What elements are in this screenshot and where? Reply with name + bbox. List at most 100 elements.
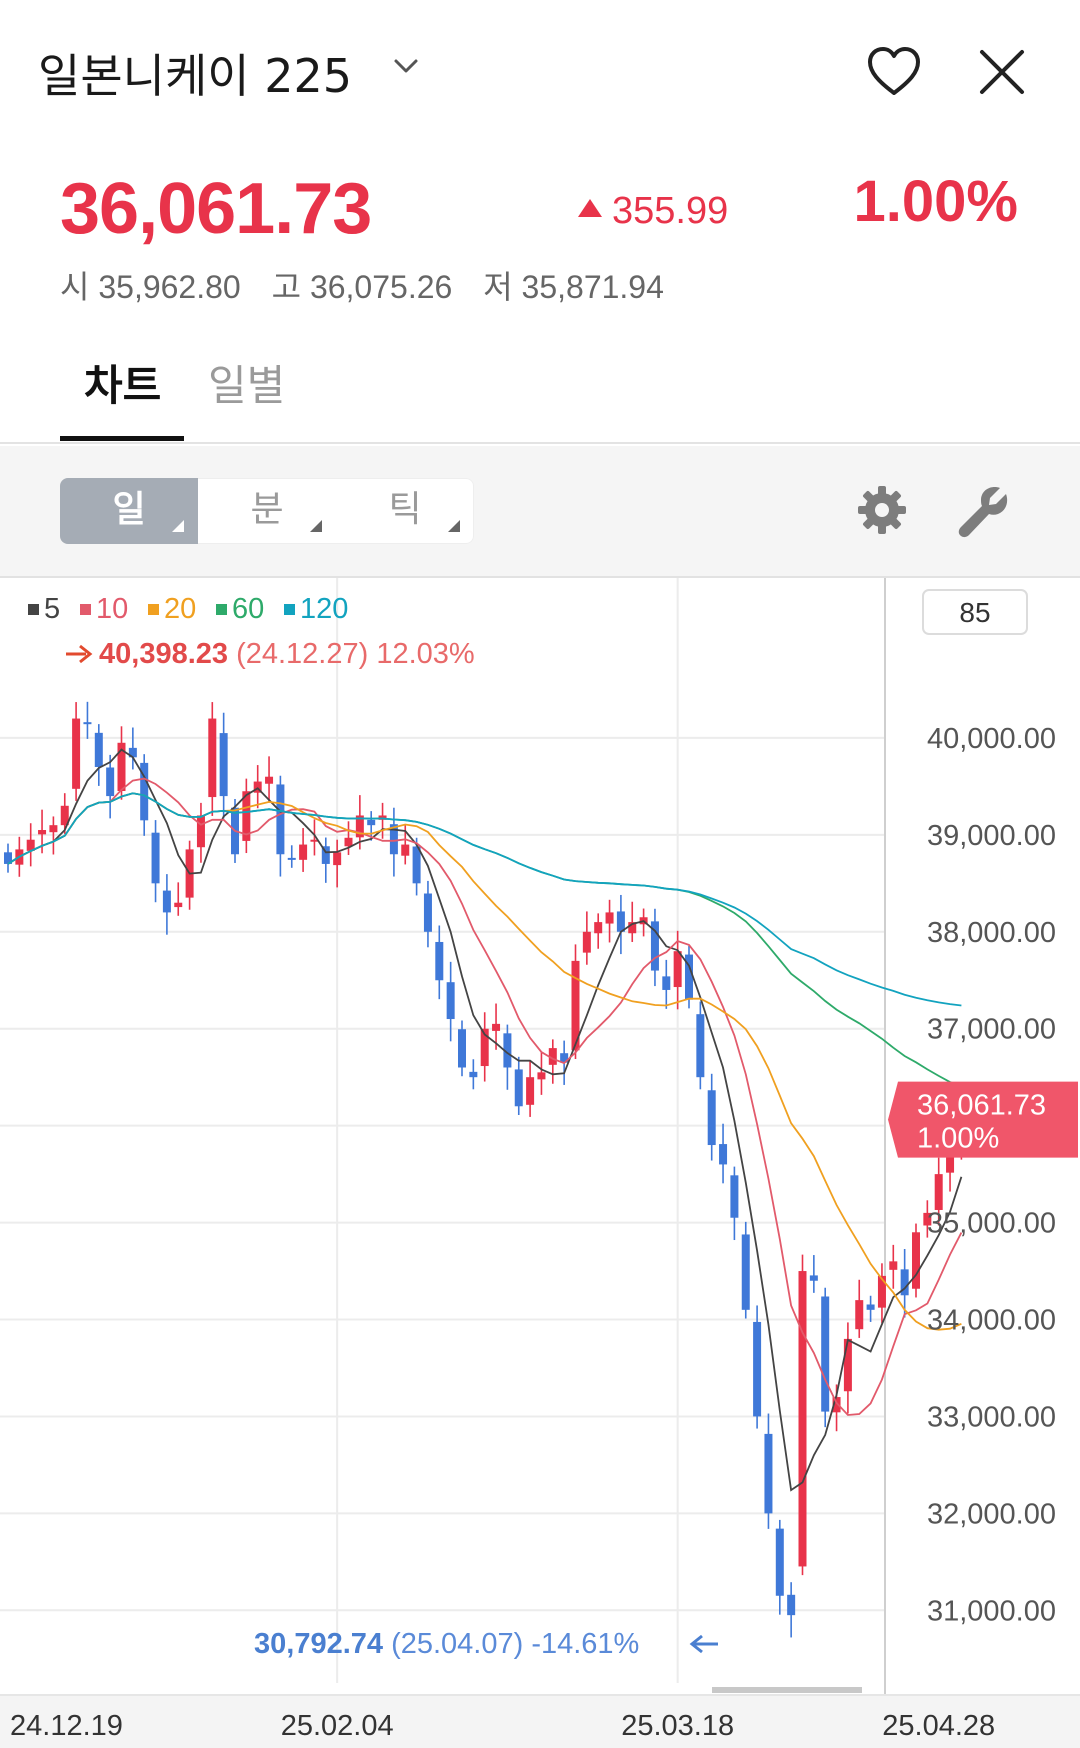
candle xyxy=(196,815,205,848)
tab-chart[interactable]: 차트 xyxy=(84,361,162,410)
candle xyxy=(821,1296,830,1412)
x-tick-label: 25.04.28 xyxy=(882,1710,995,1742)
candle xyxy=(594,922,603,934)
candle xyxy=(287,857,296,860)
legend-label: 20 xyxy=(164,593,196,625)
candle xyxy=(605,912,614,924)
candle xyxy=(764,1433,773,1514)
candle xyxy=(219,733,228,797)
candle xyxy=(242,791,251,841)
candle xyxy=(809,1275,818,1281)
close-icon[interactable] xyxy=(976,46,1028,98)
candle xyxy=(60,805,69,826)
candle xyxy=(537,1072,546,1080)
candle xyxy=(582,931,591,953)
x-axis-band xyxy=(0,1695,1080,1748)
candle xyxy=(333,852,342,866)
price-change: 355.99 xyxy=(578,190,728,233)
candle xyxy=(662,976,671,990)
max-price-annotation: 40,398.23 (24.12.27) 12.03% xyxy=(99,638,475,670)
ohl-summary: 시 35,962.80 고 36,075.26 저 35,871.94 xyxy=(60,262,686,308)
candle xyxy=(72,718,81,789)
candle xyxy=(321,846,330,864)
legend-swatch xyxy=(80,604,91,615)
period-day-button[interactable]: 일 xyxy=(60,478,198,544)
candle xyxy=(696,1014,705,1078)
candle xyxy=(730,1175,739,1218)
candle xyxy=(775,1528,784,1596)
chart-toolbar: 일 분 틱 xyxy=(0,446,1080,578)
arrow-right-icon xyxy=(66,644,93,664)
candle xyxy=(628,922,637,934)
arrow-left-icon xyxy=(689,1634,718,1654)
candle xyxy=(832,1397,841,1413)
tab-daily[interactable]: 일별 xyxy=(208,361,286,410)
candle xyxy=(855,1300,864,1330)
candle xyxy=(866,1304,875,1310)
legend-label: 60 xyxy=(232,593,264,625)
page-title: 일본니케이 225 xyxy=(38,49,353,103)
candle xyxy=(423,893,432,932)
candle xyxy=(889,1261,898,1270)
ma-line-120 xyxy=(7,792,962,1007)
candle xyxy=(673,951,682,988)
y-tick-label: 34,000.00 xyxy=(927,1305,1056,1337)
heart-icon[interactable] xyxy=(866,44,922,100)
corner-triangle-icon xyxy=(310,520,322,532)
candle xyxy=(151,832,160,884)
candle xyxy=(650,921,659,971)
candle xyxy=(526,1077,535,1105)
wrench-icon[interactable] xyxy=(956,484,1010,538)
period-tick-button[interactable]: 틱 xyxy=(336,478,474,544)
candle xyxy=(412,846,421,884)
candle xyxy=(571,960,580,1051)
period-selector: 일 분 틱 xyxy=(60,478,474,544)
candle xyxy=(117,742,126,792)
period-minute-button[interactable]: 분 xyxy=(198,478,336,544)
bar-count: 85 xyxy=(959,597,990,628)
bar-count-box xyxy=(922,589,1028,635)
candle xyxy=(503,1033,512,1068)
candle xyxy=(514,1069,523,1107)
candlestick-chart[interactable]: 5 10 20 60 120 85 40,000.00 39,000.00 38,000.00 3… xyxy=(0,578,1080,1748)
candle xyxy=(877,1275,886,1308)
candle xyxy=(492,1023,501,1031)
candle xyxy=(4,852,12,864)
legend-label: 10 xyxy=(96,593,128,625)
candle xyxy=(140,762,149,821)
candle xyxy=(480,1028,489,1067)
candle xyxy=(798,1271,807,1567)
candle xyxy=(469,1071,478,1078)
candle xyxy=(208,718,217,798)
candle xyxy=(685,954,693,1000)
candle xyxy=(719,1144,728,1165)
chart-svg[interactable]: 5 10 20 60 120 85 40,000.00 39,000.00 38,000.00 3… xyxy=(0,578,1080,1748)
candle xyxy=(946,1145,955,1173)
corner-triangle-icon xyxy=(448,520,460,532)
candle xyxy=(276,784,285,855)
x-tick-label: 25.02.04 xyxy=(281,1710,394,1742)
high-price: 고 36,075.26 xyxy=(271,268,453,306)
current-pct-label: 1.00% xyxy=(917,1123,999,1155)
y-tick-label: 31,000.00 xyxy=(927,1595,1056,1627)
candle xyxy=(458,1029,466,1068)
candle xyxy=(446,982,455,1020)
open-price: 시 35,962.80 xyxy=(60,268,241,306)
low-price: 저 35,871.94 xyxy=(483,268,664,306)
candle xyxy=(548,1048,557,1065)
chevron-down-icon[interactable] xyxy=(390,50,422,82)
candle xyxy=(265,776,274,784)
candle xyxy=(174,902,183,908)
gear-icon[interactable] xyxy=(856,484,908,536)
candle xyxy=(707,1090,716,1146)
change-percent: 1.00% xyxy=(853,169,1018,234)
candle xyxy=(923,1212,932,1226)
candle xyxy=(401,844,410,856)
current-price: 36,061.73 xyxy=(60,169,372,249)
y-tick-label: 33,000.00 xyxy=(927,1401,1056,1433)
candle xyxy=(94,732,103,768)
candle xyxy=(934,1174,943,1210)
active-tab-indicator xyxy=(60,436,184,441)
candle xyxy=(83,722,92,725)
candle xyxy=(299,844,308,860)
